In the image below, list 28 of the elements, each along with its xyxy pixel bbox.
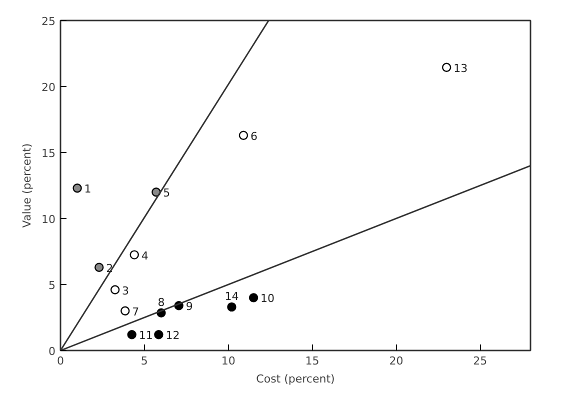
y-tick-label: 0 (48, 345, 56, 358)
y-tick-label: 25 (42, 15, 56, 28)
x-tick-label: 15 (305, 354, 320, 368)
y-axis-title: Value (percent) (20, 143, 34, 228)
x-tick-label: 0 (57, 354, 64, 368)
annotation: 10 (260, 292, 275, 306)
annotation: 13 (454, 62, 468, 75)
annotation: 2 (106, 262, 114, 275)
annotation: 1 (84, 182, 92, 196)
annotation: 11 (138, 329, 153, 342)
annotation: 14 (224, 290, 239, 303)
x-axis-title: Cost (percent) (256, 372, 335, 386)
annotation: 5 (163, 186, 170, 200)
annotation: 7 (132, 305, 140, 318)
y-tick-label: 20 (42, 81, 56, 94)
annotation: 4 (141, 249, 148, 262)
x-tick-label: 25 (473, 354, 488, 368)
annotation: 9 (186, 300, 193, 314)
x-tick-label: 10 (221, 354, 236, 368)
annotation: 8 (158, 296, 165, 309)
x-tick-label: 20 (389, 354, 404, 368)
x-tick-label: 5 (140, 354, 148, 368)
y-tick-label: 15 (42, 147, 56, 160)
y-tick-label: 5 (48, 279, 56, 292)
annotation: 3 (122, 284, 130, 298)
annotation: 6 (250, 130, 258, 143)
annotation: 12 (166, 329, 180, 342)
y-tick-label: 10 (42, 213, 56, 226)
